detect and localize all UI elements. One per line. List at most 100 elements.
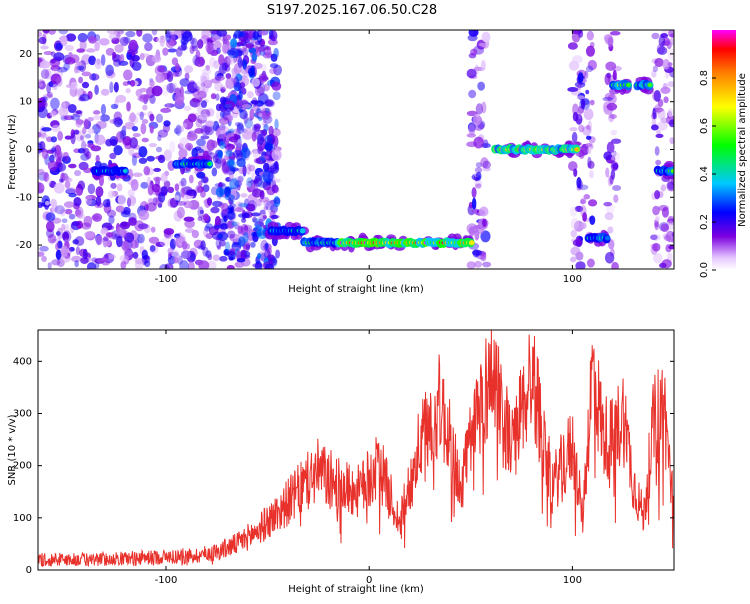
spectrogram-cell (162, 47, 169, 56)
spectrogram-cell (475, 183, 482, 189)
spectrogram-cell (247, 67, 255, 77)
spectrogram-cell (577, 112, 582, 119)
spectrogram-cell (184, 219, 195, 229)
spectrogram-cell (68, 163, 77, 169)
spectrogram-cell (183, 105, 192, 112)
spectrogram-cell (149, 113, 155, 122)
spectrogram-cell (610, 129, 618, 136)
spectrogram-cell (227, 230, 236, 239)
spectrogram-cell (584, 70, 589, 80)
spectrogram-cell (272, 178, 281, 183)
spectrogram-cell (255, 198, 262, 207)
spectrogram-cell (187, 81, 198, 94)
spectrogram-cell (50, 97, 60, 110)
spectrogram-cell (243, 224, 253, 232)
spectrogram-cell (51, 259, 61, 266)
spectrogram-cell (219, 223, 229, 230)
spectrogram-x-tick-label: 100 (563, 274, 582, 285)
spectrogram-cell (199, 209, 204, 214)
spectrogram-cell (68, 213, 76, 220)
spectrogram-cell (242, 59, 247, 70)
spectrogram-cell (75, 110, 83, 115)
spectrogram-cell (53, 182, 65, 194)
spectrogram-cell (39, 60, 51, 69)
spectrogram-cell (213, 224, 221, 230)
spectrogram-cell (77, 214, 86, 220)
spectrogram-cell (654, 218, 659, 228)
spectrogram-cell (236, 258, 246, 263)
spectrogram-y-label: Frequency (Hz) (7, 114, 18, 190)
spectrogram-cell (215, 238, 222, 249)
spectrogram-cell (666, 180, 674, 192)
spectrogram-cell (183, 200, 193, 209)
spectrogram-cell (587, 146, 592, 155)
spectrogram-cell (157, 154, 166, 164)
spectrogram-cell (82, 126, 87, 135)
spectrogram-cell (582, 212, 588, 222)
spectrogram-cell (73, 169, 82, 177)
spectrogram-cell (175, 125, 185, 133)
colorbar-tick-label: 0.6 (699, 118, 710, 134)
spectrogram-cell (607, 37, 614, 48)
spectrogram-cell (603, 151, 612, 161)
spectrogram-cell (193, 81, 204, 90)
spectrogram-cell (202, 184, 210, 193)
spectrogram-cell (653, 90, 662, 102)
spectrogram-cell (45, 220, 55, 233)
spectrogram-cell (221, 202, 229, 215)
spectrogram-cell (197, 216, 203, 222)
spectrogram-cell (482, 139, 489, 148)
spectrogram-cell (481, 101, 487, 114)
spectrogram-cell (650, 234, 658, 241)
spectrogram-cell (100, 88, 110, 96)
spectrogram-cell (230, 167, 240, 172)
spectrogram-cell (109, 81, 114, 94)
spectrogram-cell (570, 246, 581, 256)
spectrogram-cell (119, 221, 131, 230)
spectrogram-cell (273, 161, 279, 170)
spectrogram-cell (609, 151, 621, 161)
spectrogram-cell (227, 250, 236, 261)
spectrogram-cell (160, 107, 172, 114)
spectrogram-cell (74, 209, 82, 217)
snr-x-tick-label: 0 (366, 575, 372, 586)
spectrogram-cell (578, 184, 589, 191)
spectrogram-cell (210, 93, 217, 100)
spectrogram-cell (198, 180, 203, 187)
spectrogram-cell (187, 113, 197, 123)
spectrogram-cell (259, 156, 266, 162)
spectrogram-cell (119, 129, 127, 141)
spectrogram-cell (71, 255, 82, 263)
spectrogram-cell (201, 68, 212, 75)
spectrogram-cell (95, 186, 104, 198)
spectrogram-cell (113, 145, 123, 156)
spectrogram-cell (613, 194, 619, 203)
spectrogram-cell (602, 96, 613, 102)
spectrogram-cell (98, 38, 110, 46)
spectrogram-cell (140, 53, 150, 58)
spectrogram-cell (77, 148, 86, 154)
spectrogram-cell (132, 251, 139, 259)
spectrogram-cell (51, 202, 58, 214)
spectrogram-cell (572, 239, 583, 247)
spectrogram-cell (119, 53, 125, 63)
spectrogram-cell (164, 263, 174, 269)
spectrogram-cell (189, 253, 196, 262)
spectrogram-cell (471, 187, 477, 199)
colorbar-tick-label: 0.2 (699, 214, 710, 230)
spectrogram-cell (668, 30, 674, 38)
spectrogram-cell (230, 38, 238, 49)
spectrogram-cell (112, 51, 117, 59)
spectrogram-cell (100, 257, 108, 262)
spectrogram-cell (105, 64, 114, 77)
spectrogram-cell (149, 125, 154, 134)
spectrogram-cell (223, 109, 232, 116)
spectrogram-cell (76, 65, 85, 71)
spectrogram-cell (50, 147, 57, 152)
spectrogram-cell (609, 113, 617, 119)
spectrogram-cell (579, 98, 591, 110)
spectrogram-cell (243, 198, 249, 210)
spectrogram-cell (82, 248, 88, 260)
